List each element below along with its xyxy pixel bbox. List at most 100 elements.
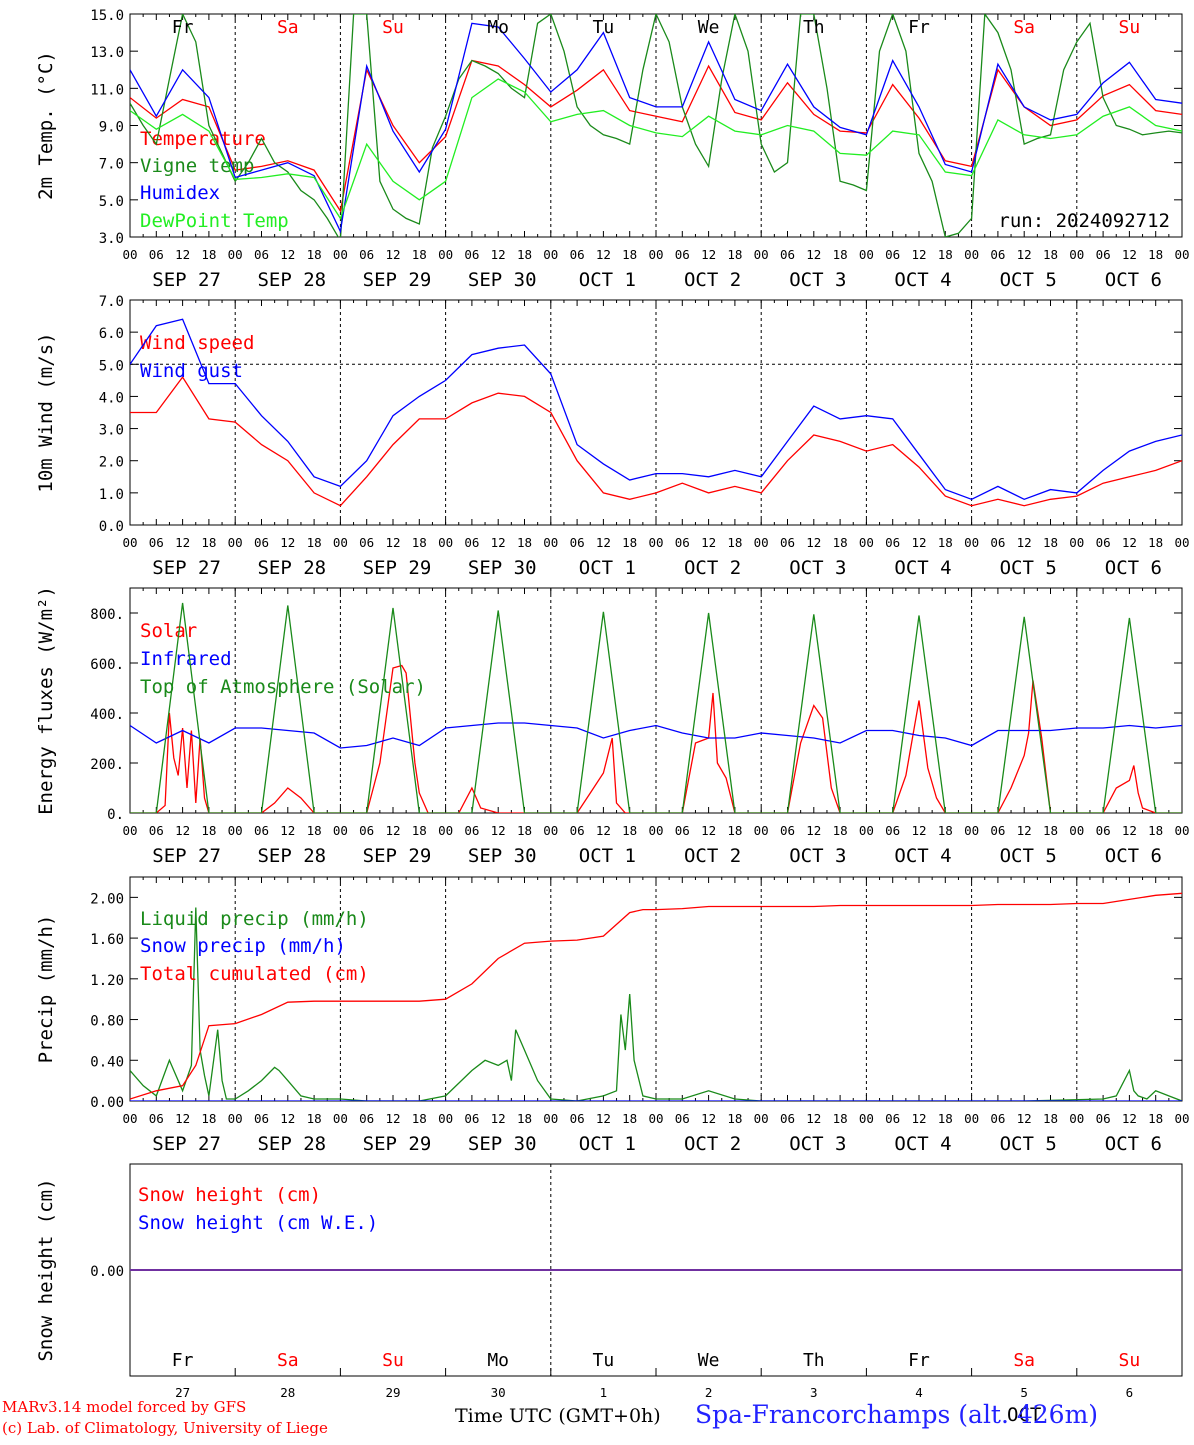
day-number-label: 6 (1126, 1385, 1134, 1400)
x-hour-label: 06 (675, 535, 690, 550)
y-tick-label: 400. (90, 707, 124, 723)
x-hour-label: 06 (675, 1111, 690, 1126)
weekday-label: We (698, 1350, 720, 1371)
weekday-label: Su (382, 17, 404, 38)
x-hour-label: 06 (464, 247, 479, 262)
x-hour-label: 12 (491, 535, 506, 550)
x-hour-label: 12 (175, 247, 190, 262)
x-hour-label: 12 (1122, 1111, 1137, 1126)
x-hour-label: 12 (280, 1111, 295, 1126)
x-hour-label: 00 (1174, 823, 1189, 838)
x-hour-label: 12 (701, 1111, 716, 1126)
x-date-label: OCT 6 (1105, 845, 1162, 867)
y-axis-label: Precip (mm/h) (35, 915, 57, 1064)
x-hour-label: 06 (885, 1111, 900, 1126)
x-hour-label: 12 (596, 247, 611, 262)
x-date-label: OCT 2 (684, 1133, 741, 1155)
x-hour-label: 18 (1043, 247, 1058, 262)
y-tick-label: 600. (90, 657, 124, 673)
x-hour-label: 18 (517, 823, 532, 838)
x-hour-label: 00 (859, 247, 874, 262)
series-line (130, 14, 1182, 237)
x-hour-label: 18 (1043, 1111, 1058, 1126)
x-hour-label: 18 (201, 247, 216, 262)
x-hour-label: 06 (359, 823, 374, 838)
weekday-label: Su (1119, 17, 1141, 38)
x-hour-label: 18 (517, 535, 532, 550)
x-hour-label: 18 (412, 535, 427, 550)
x-hour-label: 12 (596, 823, 611, 838)
x-hour-label: 00 (754, 535, 769, 550)
y-tick-label: 6.0 (99, 326, 124, 342)
x-hour-label: 12 (1122, 535, 1137, 550)
x-date-label: SEP 27 (152, 1133, 221, 1155)
x-hour-label: 18 (938, 1111, 953, 1126)
x-date-label: OCT 4 (894, 557, 951, 579)
x-date-label: SEP 29 (363, 845, 432, 867)
y-tick-label: 3.0 (99, 231, 124, 247)
x-hour-label: 18 (307, 247, 322, 262)
legend-entry: Solar (140, 620, 197, 642)
x-date-label: SEP 30 (468, 269, 537, 291)
x-hour-label: 00 (1069, 1111, 1084, 1126)
x-hour-label: 12 (911, 823, 926, 838)
plot-frame (129, 13, 1183, 238)
x-hour-label: 00 (648, 535, 663, 550)
x-hour-label: 18 (727, 535, 742, 550)
plot-frame (129, 299, 1183, 526)
x-date-label: OCT 5 (1000, 269, 1057, 291)
x-hour-label: 18 (622, 1111, 637, 1126)
y-tick-label: 5.0 (99, 358, 124, 374)
x-hour-label: 00 (754, 823, 769, 838)
x-hour-label: 12 (385, 1111, 400, 1126)
x-hour-label: 12 (385, 823, 400, 838)
x-date-label: OCT 4 (894, 269, 951, 291)
run-label: run: 2024092712 (998, 210, 1170, 232)
x-hour-label: 00 (333, 1111, 348, 1126)
x-hour-label: 00 (859, 1111, 874, 1126)
x-hour-label: 06 (885, 535, 900, 550)
weekday-label: Tu (593, 17, 615, 38)
x-hour-label: 12 (1122, 247, 1137, 262)
legend-entry: DewPoint Temp (140, 210, 289, 232)
x-hour-label: 18 (201, 535, 216, 550)
x-hour-label: 00 (964, 535, 979, 550)
weekday-label: Fr (908, 1350, 930, 1371)
x-hour-label: 00 (964, 823, 979, 838)
x-hour-label: 18 (517, 1111, 532, 1126)
series-line (130, 375, 1182, 507)
legend-entry: Total cumulated (cm) (140, 963, 369, 985)
x-hour-label: 00 (438, 1111, 453, 1126)
x-hour-label: 06 (780, 247, 795, 262)
x-date-label: SEP 28 (257, 557, 326, 579)
x-date-label: SEP 30 (468, 845, 537, 867)
x-date-label: SEP 27 (152, 845, 221, 867)
legend-entry: Snow precip (mm/h) (140, 935, 346, 957)
x-date-label: SEP 27 (152, 269, 221, 291)
x-hour-label: 06 (149, 1111, 164, 1126)
x-hour-label: 00 (543, 247, 558, 262)
x-hour-label: 18 (938, 247, 953, 262)
month-label: OCT (1007, 1404, 1041, 1426)
x-hour-label: 00 (122, 1111, 137, 1126)
x-hour-label: 00 (122, 823, 137, 838)
x-hour-label: 18 (1148, 535, 1163, 550)
x-hour-label: 18 (833, 1111, 848, 1126)
x-date-label: OCT 6 (1105, 1133, 1162, 1155)
x-hour-label: 00 (754, 247, 769, 262)
x-hour-label: 18 (727, 823, 742, 838)
x-hour-label: 06 (464, 1111, 479, 1126)
x-hour-label: 18 (412, 823, 427, 838)
x-hour-label: 00 (333, 823, 348, 838)
x-date-label: OCT 6 (1105, 269, 1162, 291)
x-hour-label: 00 (859, 823, 874, 838)
x-date-label: SEP 27 (152, 557, 221, 579)
x-hour-label: 00 (648, 823, 663, 838)
x-date-label: SEP 29 (363, 269, 432, 291)
x-hour-label: 18 (622, 823, 637, 838)
x-hour-label: 00 (228, 1111, 243, 1126)
x-hour-label: 00 (754, 1111, 769, 1126)
x-date-label: OCT 5 (1000, 1133, 1057, 1155)
